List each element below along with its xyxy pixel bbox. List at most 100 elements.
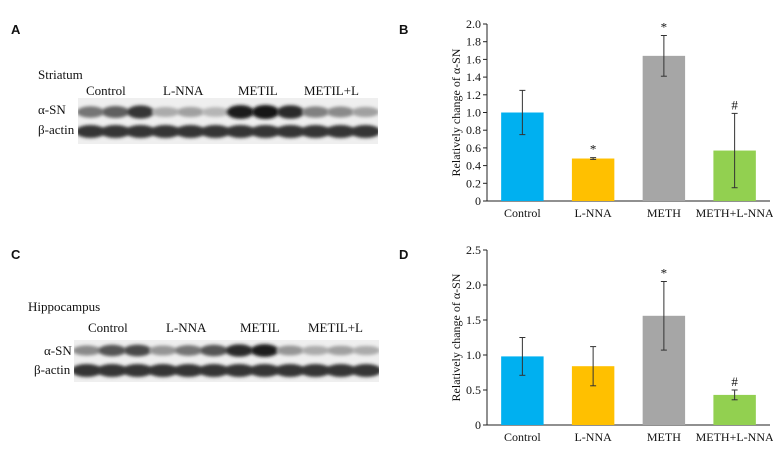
beta-actin-band: [325, 125, 356, 138]
beta-actin-band: [223, 364, 255, 377]
panel-letter-a: A: [11, 22, 21, 37]
alpha-sn-band: [126, 105, 155, 119]
chart-1: 0 0.5 1.0 1.5 2.0 2.5 Relatively change of α-S…: [449, 243, 773, 444]
beta-actin-band: [150, 125, 181, 138]
y-tick-label: 0: [475, 194, 481, 208]
beta-actin-band: [300, 364, 331, 377]
alpha-sn-band: [225, 344, 254, 357]
alpha-sn-band: [98, 344, 127, 357]
alpha-sn-band: [301, 106, 330, 118]
alpha-sn-band: [351, 106, 378, 118]
y-axis-label: Relatively change of α-SN: [449, 48, 463, 176]
lane-label-lnna: L-NNA: [166, 320, 207, 335]
alpha-sn-band: [148, 345, 177, 356]
significance-mark: *: [661, 20, 668, 35]
chart-0: 0 0.2 0.4 0.6 0.8 1.0 1.2 1.4 1.6 1.8 2.0 Relativel…: [449, 17, 773, 220]
blot-membrane: [74, 340, 379, 382]
y-tick-label: 1.5: [466, 313, 481, 327]
x-tick-label: Control: [504, 206, 541, 220]
band-label-beta-actin: β-actin: [38, 122, 75, 137]
region-label-striatum: Striatum: [38, 67, 83, 82]
significance-mark: #: [731, 374, 738, 389]
panel-letter-c: C: [11, 247, 21, 262]
alpha-sn-band: [151, 106, 180, 118]
x-tick-label: L-NNA: [574, 430, 612, 444]
beta-actin-band: [325, 364, 357, 377]
alpha-sn-band: [101, 105, 130, 119]
beta-actin-band: [78, 125, 106, 138]
alpha-sn-band: [251, 105, 280, 119]
blot-membrane: [78, 98, 378, 144]
alpha-sn-band: [174, 345, 203, 356]
y-axis-label: Relatively change of α-SN: [449, 273, 463, 401]
beta-actin-band: [274, 364, 306, 377]
alpha-sn-band: [201, 107, 230, 117]
alpha-sn-band: [326, 106, 355, 118]
alpha-sn-band: [250, 344, 279, 357]
beta-actin-band: [300, 125, 331, 138]
y-tick-label: 1.4: [466, 70, 481, 84]
lane-label-metil-l: METIL+L: [304, 83, 359, 98]
y-tick-label: 0.5: [466, 383, 481, 397]
y-tick-label: 0: [475, 418, 481, 432]
beta-actin-band: [351, 364, 379, 377]
alpha-sn-band: [301, 345, 330, 356]
beta-actin-band: [275, 125, 306, 138]
y-tick-label: 0.8: [466, 123, 481, 137]
bar-METH: [642, 55, 686, 201]
alpha-sn-band: [226, 105, 255, 119]
beta-actin-band: [125, 125, 156, 138]
alpha-sn-band: [78, 106, 105, 118]
x-tick-label: L-NNA: [574, 206, 612, 220]
beta-actin-band: [122, 364, 153, 377]
beta-actin-band: [350, 125, 378, 138]
blot-image-striatum: [78, 98, 378, 144]
y-tick-label: 2.0: [466, 17, 481, 31]
bar-L-NNA: [571, 158, 615, 201]
beta-actin-band: [250, 125, 281, 138]
panel-letter-b: B: [399, 22, 409, 37]
y-tick-label: 1.2: [466, 88, 481, 102]
lane-label-metil-l: METIL+L: [308, 320, 363, 335]
significance-mark: *: [590, 142, 597, 157]
y-tick-label: 0.4: [466, 159, 481, 173]
beta-actin-band: [96, 364, 128, 377]
alpha-sn-band: [74, 345, 101, 356]
lane-label-control: Control: [86, 83, 126, 98]
y-tick-label: 2.5: [466, 243, 481, 257]
y-tick-label: 1.6: [466, 52, 481, 66]
lane-label-lnna: L-NNA: [163, 83, 204, 98]
significance-mark: *: [661, 266, 668, 281]
lane-label-control: Control: [88, 320, 128, 335]
beta-actin-band: [175, 125, 206, 138]
alpha-sn-band: [326, 345, 355, 356]
alpha-sn-band: [352, 345, 379, 356]
significance-mark: #: [731, 97, 738, 112]
y-tick-label: 0.6: [466, 141, 481, 155]
x-tick-label: METH: [647, 430, 681, 444]
y-tick-label: 0.2: [466, 176, 481, 190]
panel-letter-d: D: [399, 247, 409, 262]
x-tick-label: METH: [647, 206, 681, 220]
x-tick-label: Control: [504, 430, 541, 444]
blot-image-hippocampus: [74, 340, 379, 382]
lane-label-metil: METIL: [240, 320, 280, 335]
alpha-sn-band: [199, 344, 228, 357]
y-tick-label: 1.8: [466, 35, 481, 49]
x-tick-label: METH+L-NNA: [696, 206, 773, 220]
beta-actin-band: [173, 364, 204, 377]
beta-actin-band: [249, 364, 280, 377]
x-tick-label: METH+L-NNA: [696, 430, 773, 444]
alpha-sn-band: [123, 344, 152, 357]
band-label-beta-actin: β-actin: [34, 362, 71, 377]
region-label-hippocampus: Hippocampus: [28, 299, 101, 314]
beta-actin-band: [100, 125, 131, 138]
beta-actin-band: [225, 125, 256, 138]
band-label-alpha-sn: α-SN: [38, 102, 66, 117]
beta-actin-band: [147, 364, 179, 377]
alpha-sn-band: [276, 345, 305, 356]
alpha-sn-band: [276, 105, 305, 119]
beta-actin-band: [200, 125, 231, 138]
beta-actin-band: [74, 364, 102, 377]
